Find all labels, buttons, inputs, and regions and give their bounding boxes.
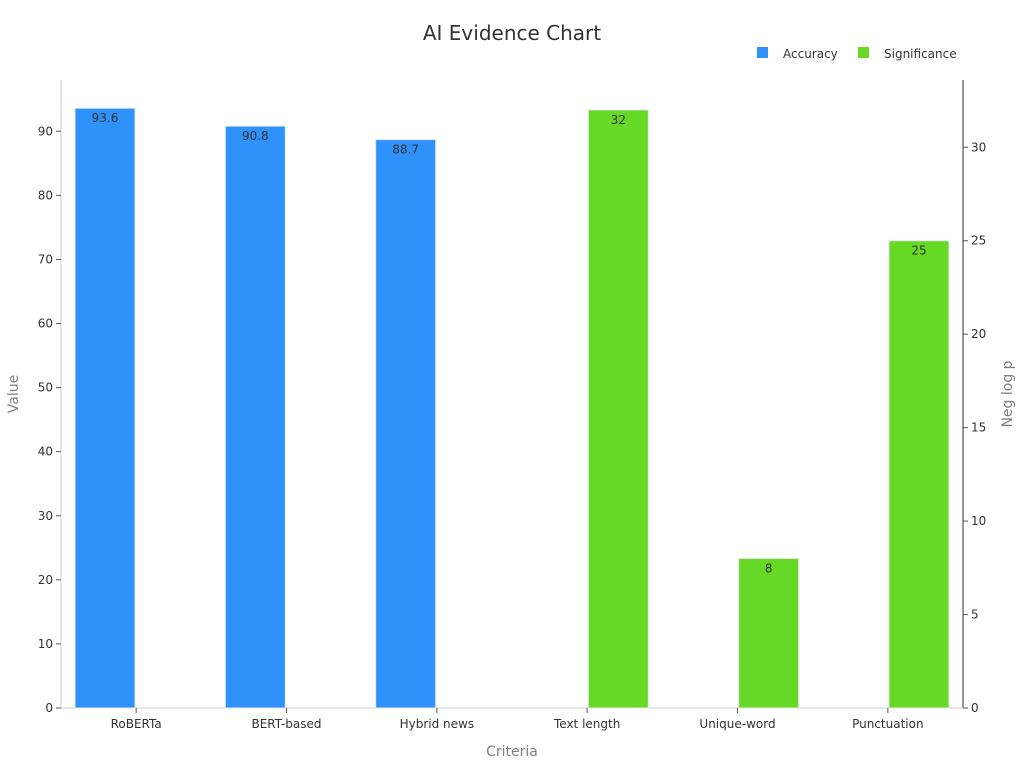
legend: Accuracy Significance [757,47,957,61]
y-tick-label: 50 [38,381,53,395]
x-tick-label: Text length [553,717,620,731]
y2-tick-label: 20 [971,327,986,341]
bar-significance-punctuation [888,240,950,709]
y2-tick-label: 15 [971,421,986,435]
y2-tick-label: 30 [971,140,986,154]
bar-significance-text-length [587,109,649,709]
y-tick-label: 10 [38,637,53,651]
data-label: 90.8 [242,129,269,143]
bars [74,107,950,709]
bar-accuracy-hybrid-news [375,139,437,709]
y-tick-label: 90 [38,124,53,138]
y-tick-label: 80 [38,188,53,202]
y2-tick-label: 5 [971,608,979,622]
data-label: 88.7 [392,143,419,157]
bar-accuracy-bert-based [224,125,286,709]
x-tick-label: Unique-word [699,717,775,731]
y-tick-label: 0 [45,701,53,715]
chart-title: AI Evidence Chart [423,21,601,45]
data-label: 8 [765,561,773,575]
y2-tick-label: 0 [971,701,979,715]
x-axis-label: Criteria [486,744,538,760]
y-tick-label: 70 [38,252,53,266]
data-label: 32 [611,113,626,127]
data-label: 25 [911,244,926,258]
x-tick-label: Hybrid news [400,717,475,731]
y-tick-label: 60 [38,317,53,331]
x-tick-label: Punctuation [852,717,923,731]
bar-accuracy-roberta [74,107,136,709]
x-tick-label: RoBERTa [111,717,162,731]
data-labels: 93.6 90.8 88.7 32 8 25 [92,111,927,575]
y-axis-label: Value [6,375,22,413]
x-tick-label: BERT-based [251,717,321,731]
legend-label-accuracy: Accuracy [783,47,838,61]
legend-label-significance: Significance [884,47,957,61]
axes: 0 10 20 30 40 50 60 70 80 90 0 5 10 15 20 25 30 RoBERTa BE… [38,80,986,731]
y2-tick-label: 10 [971,514,986,528]
y2-axis-label: Neg log p [1000,360,1016,427]
legend-swatch-significance [858,47,869,58]
data-label: 93.6 [92,111,119,125]
bar-significance-unique-word [738,557,800,709]
y-tick-label: 40 [38,445,53,459]
y-tick-label: 20 [38,573,53,587]
y-tick-label: 30 [38,509,53,523]
legend-swatch-accuracy [757,47,768,58]
y2-tick-label: 25 [971,234,986,248]
